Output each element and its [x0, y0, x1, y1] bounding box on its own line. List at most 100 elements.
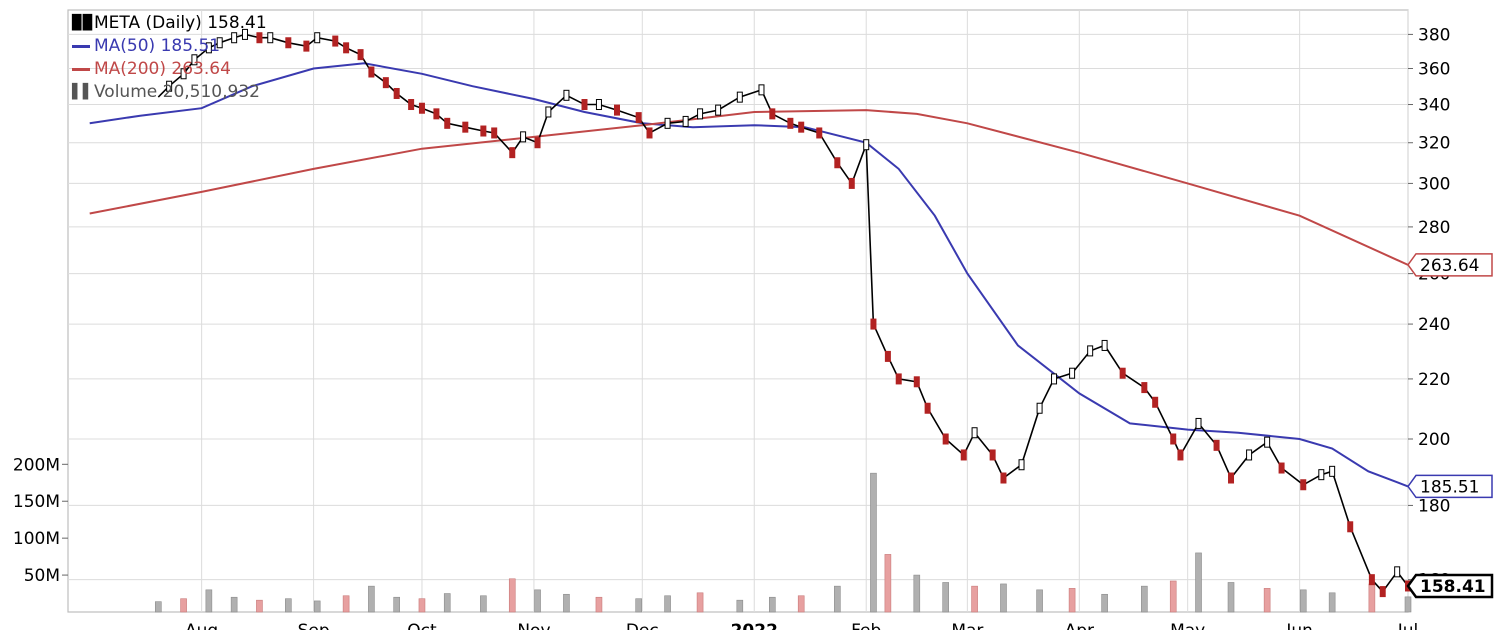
price-candle: [715, 104, 722, 116]
volume-bar: [1368, 583, 1376, 613]
price-candle: [697, 108, 704, 120]
price-candle: [444, 117, 451, 129]
x-tick-label: Feb: [851, 621, 881, 630]
x-tick-label: Aug: [185, 621, 218, 630]
volume-bar: [256, 599, 263, 613]
price-candle: [1177, 449, 1184, 461]
volume-bar: [1141, 585, 1148, 613]
volume-bar: [769, 596, 776, 613]
price-candle: [433, 108, 440, 120]
price-candle: [1379, 586, 1386, 598]
price-candle: [563, 89, 570, 101]
price-candle: [1318, 469, 1325, 481]
price-candle: [480, 125, 487, 137]
volume-bar: [1227, 582, 1235, 613]
volume-bar: [443, 593, 451, 613]
volume-bar: [563, 593, 570, 613]
x-tick-label: Jun: [1285, 621, 1313, 630]
price-candle: [231, 32, 238, 44]
volume-tick-label: 100M: [13, 529, 60, 549]
price-candle: [971, 427, 978, 439]
x-tick-label: Mar: [951, 621, 983, 630]
price-candle: [848, 177, 855, 189]
price-candle: [1101, 339, 1108, 351]
ma50-swatch: [72, 45, 90, 48]
bar-chart-icon: ▌▌: [72, 84, 94, 100]
price-candle: [509, 147, 516, 159]
volume-bar: [1068, 588, 1076, 613]
legend-title-row: ▉▉ META (Daily) 158.41: [72, 12, 267, 35]
x-tick-label: Oct: [407, 621, 437, 630]
legend-title: META (Daily) 158.41: [94, 13, 267, 33]
volume-bar: [913, 574, 921, 613]
price-candle: [1278, 462, 1285, 474]
ma50-line: [89, 62, 1409, 488]
price-tick-label: 300: [1418, 174, 1450, 194]
volume-bar: [1404, 596, 1412, 613]
price-candle: [491, 127, 498, 139]
price-candle: [180, 68, 187, 80]
price-candle: [216, 37, 223, 49]
price-candle: [1152, 396, 1159, 408]
price-candle: [267, 32, 274, 44]
price-candle: [1051, 373, 1058, 385]
ma200-value-flag-box: [1407, 253, 1493, 277]
price-candle: [241, 28, 248, 40]
price-candle: [205, 42, 212, 54]
price-candle: [614, 104, 621, 116]
price-candle: [1087, 345, 1094, 357]
volume-bar: [480, 595, 487, 613]
x-tick-label: Apr: [1065, 621, 1094, 630]
ma200-line: [89, 109, 1409, 266]
volume-bar: [870, 472, 877, 613]
price-candle: [664, 117, 671, 129]
grid: [67, 9, 1409, 613]
price-candle: [462, 121, 469, 133]
price-candle: [1300, 479, 1307, 491]
volume-bar: [508, 578, 516, 613]
volume-bar: [313, 600, 321, 613]
price-value-flag-box: [1406, 573, 1494, 599]
volume-bars: [154, 472, 1412, 613]
price-candle: [1000, 472, 1007, 484]
price-candle: [191, 54, 198, 66]
price-candle: [682, 115, 689, 127]
legend-ma200: MA(200) 263.64: [94, 59, 231, 79]
volume-tick-label: 200M: [13, 455, 60, 475]
price-candle: [989, 449, 996, 461]
price-candle: [913, 376, 920, 388]
price-candle: [736, 91, 743, 103]
price-candle: [798, 121, 805, 133]
price-candle: [520, 131, 527, 143]
price-candle: [393, 87, 400, 99]
volume-bar: [797, 595, 805, 613]
legend-ma50-row: MA(50) 185.51: [72, 35, 267, 58]
axes: Aug Sep Oct Nov Dec 2022 Feb Mar Apr May Jun Jul 380…: [13, 25, 1494, 630]
price-candle: [1368, 574, 1375, 586]
volume-bar: [1195, 552, 1202, 613]
price-candle: [314, 32, 321, 44]
x-tick-label: Jul: [1397, 621, 1419, 630]
price-candle: [285, 37, 292, 49]
volume-bar: [635, 598, 642, 613]
legend-ma50: MA(50) 185.51: [94, 36, 221, 56]
price-candle: [758, 84, 765, 96]
price-candle: [1170, 433, 1177, 445]
price-tick-label: 180: [1418, 496, 1450, 516]
price-line: [157, 33, 1409, 593]
price-candle: [256, 32, 263, 44]
volume-bar: [1169, 580, 1177, 613]
price-tick-label: 200: [1418, 430, 1450, 450]
x-tick-label: Dec: [626, 621, 659, 630]
price-candle: [1228, 472, 1235, 484]
volume-bar: [418, 598, 426, 613]
volume-bar: [154, 601, 162, 613]
legend-ma200-row: MA(200) 263.64: [72, 58, 267, 81]
price-candle: [1195, 417, 1202, 429]
price-candle: [1394, 566, 1401, 578]
legend-volume: Volume 20,510,932: [94, 82, 260, 102]
volume-bar: [368, 585, 375, 613]
volume-bar: [1328, 592, 1336, 613]
volume-bar: [942, 582, 949, 613]
price-candle: [1213, 439, 1220, 451]
